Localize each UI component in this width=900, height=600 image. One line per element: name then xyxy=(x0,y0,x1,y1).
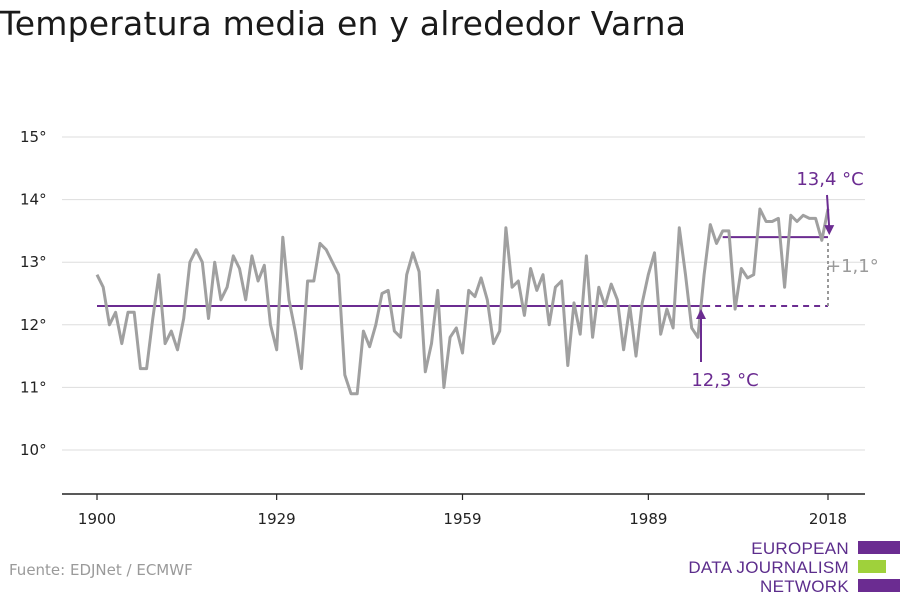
baseline-arrow-head xyxy=(696,309,707,320)
logo-bar-bottom xyxy=(858,579,900,592)
x-tick-label-1929: 1929 xyxy=(258,510,296,528)
source-note: Fuente: EDJNet / ECMWF xyxy=(9,561,193,579)
x-tick-label-1900: 1900 xyxy=(78,510,116,528)
recent-label: 13,4 °C xyxy=(796,169,863,190)
y-axis-tick-labels: 10° 11° 12° 13° 14° 15° xyxy=(20,128,47,459)
logo-line-3: NETWORK xyxy=(760,577,849,596)
y-tick-label-14: 14° xyxy=(20,191,47,209)
x-tick-label-1959: 1959 xyxy=(443,510,481,528)
logo-line-2: DATA JOURNALISM xyxy=(688,558,849,577)
y-tick-label-15: 15° xyxy=(20,128,47,146)
logo-bar-top xyxy=(858,541,900,554)
x-tick-label-2018: 2018 xyxy=(809,510,847,528)
logo-line-1: EUROPEAN xyxy=(751,539,849,558)
y-tick-label-11: 11° xyxy=(20,378,47,396)
y-tick-label-13: 13° xyxy=(20,253,47,271)
y-tick-label-10: 10° xyxy=(20,441,47,459)
chart-title: Temperatura media en y alrededor Varna xyxy=(0,4,687,43)
y-tick-label-12: 12° xyxy=(20,316,47,334)
reference-lines xyxy=(97,236,829,308)
x-axis: 1900 1929 1959 1989 2018 xyxy=(62,493,865,528)
x-tick-label-1989: 1989 xyxy=(629,510,667,528)
grid-lines xyxy=(62,136,865,451)
edjnet-logo: EUROPEAN DATA JOURNALISM NETWORK xyxy=(688,539,900,596)
recent-arrow-head xyxy=(824,225,835,236)
recent-arrow-stem xyxy=(826,194,831,229)
difference-label: +1,1° xyxy=(826,256,879,277)
baseline-label: 12,3 °C xyxy=(691,370,758,391)
temperature-line xyxy=(95,207,830,396)
logo-text: EUROPEAN DATA JOURNALISM NETWORK xyxy=(688,539,849,596)
annotations: 12,3 °C 13,4 °C +1,1° xyxy=(691,169,878,391)
logo-bar-middle xyxy=(858,560,886,573)
temperature-series xyxy=(95,207,830,396)
